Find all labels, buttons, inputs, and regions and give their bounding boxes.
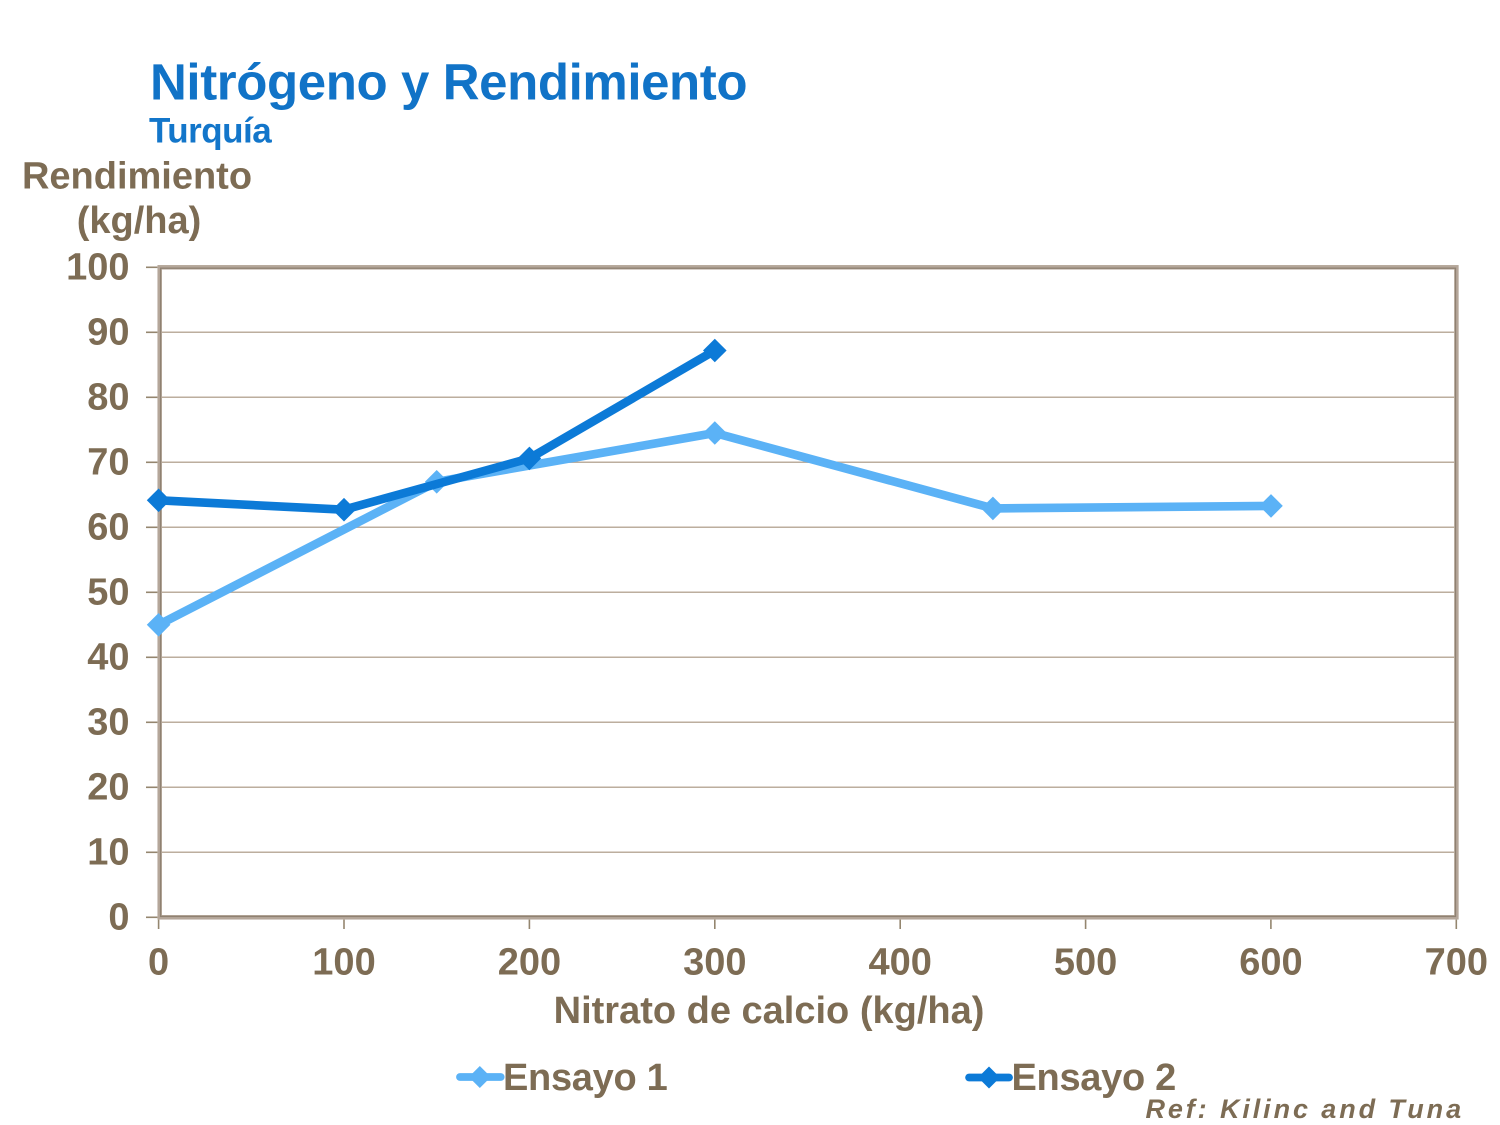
svg-text:0: 0 xyxy=(108,897,129,939)
svg-text:Nitrato de calcio (kg/ha): Nitrato de calcio (kg/ha) xyxy=(554,990,985,1032)
svg-text:300: 300 xyxy=(683,942,746,984)
svg-text:700: 700 xyxy=(1425,942,1488,984)
svg-text:200: 200 xyxy=(498,942,561,984)
svg-text:100: 100 xyxy=(312,942,375,984)
svg-text:20: 20 xyxy=(87,767,129,809)
svg-text:Ensayo 2: Ensayo 2 xyxy=(1012,1057,1176,1099)
svg-text:Ref: Kilinc and Tuna: Ref: Kilinc and Tuna xyxy=(1145,1094,1464,1124)
svg-text:600: 600 xyxy=(1239,942,1302,984)
svg-text:90: 90 xyxy=(87,312,129,354)
svg-text:80: 80 xyxy=(87,377,129,419)
svg-text:60: 60 xyxy=(87,507,129,549)
svg-text:40: 40 xyxy=(87,637,129,679)
svg-text:Ensayo 1: Ensayo 1 xyxy=(503,1057,668,1099)
svg-text:100: 100 xyxy=(66,247,129,289)
svg-text:Nitrógeno y Rendimiento: Nitrógeno y Rendimiento xyxy=(150,54,747,111)
svg-text:70: 70 xyxy=(87,442,129,484)
svg-text:Rendimiento: Rendimiento xyxy=(22,156,252,198)
svg-text:50: 50 xyxy=(87,572,129,614)
svg-text:400: 400 xyxy=(868,942,931,984)
svg-text:500: 500 xyxy=(1054,942,1117,984)
svg-text:0: 0 xyxy=(148,942,169,984)
svg-text:(kg/ha): (kg/ha) xyxy=(77,200,202,242)
svg-text:10: 10 xyxy=(87,832,129,874)
svg-text:30: 30 xyxy=(87,702,129,744)
svg-text:Turquía: Turquía xyxy=(149,112,272,151)
